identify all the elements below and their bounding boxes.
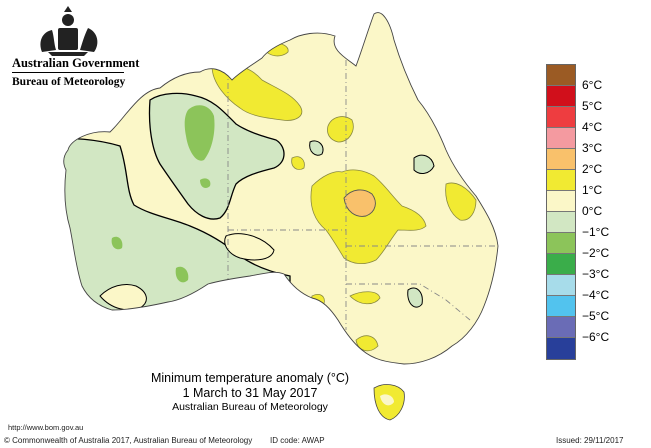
legend-label: 5°C bbox=[582, 99, 603, 113]
footer-issued: Issued: 29/11/2017 bbox=[556, 436, 624, 445]
legend-label: 2°C bbox=[582, 162, 603, 176]
legend-label: 3°C bbox=[582, 141, 603, 155]
legend-label: −3°C bbox=[582, 267, 610, 281]
legend-label: −2°C bbox=[582, 246, 610, 260]
legend-swatch bbox=[547, 149, 575, 170]
legend-label: 4°C bbox=[582, 120, 603, 134]
footer-id-code: ID code: AWAP bbox=[270, 436, 325, 445]
legend-swatch bbox=[547, 191, 575, 212]
footer-copyright: © Commonwealth of Australia 2017, Austra… bbox=[4, 436, 253, 445]
legend-swatch bbox=[547, 233, 575, 254]
bureau-name: Bureau of Meteorology bbox=[12, 76, 126, 88]
legend-swatch bbox=[547, 254, 575, 275]
legend-label: −4°C bbox=[582, 288, 610, 302]
agency-name: Australian Government bbox=[12, 56, 140, 70]
map-title-line2: 1 March to 31 May 2017 bbox=[182, 386, 318, 400]
legend-swatch bbox=[547, 86, 575, 107]
footer-url: http://www.bom.gov.au bbox=[8, 423, 84, 432]
color-legend bbox=[546, 64, 576, 360]
legend-swatch bbox=[547, 170, 575, 191]
legend-swatch bbox=[547, 65, 575, 86]
legend-swatch bbox=[547, 317, 575, 338]
agency-divider bbox=[12, 72, 124, 73]
legend-swatch bbox=[547, 296, 575, 317]
legend-swatch bbox=[547, 107, 575, 128]
legend-label: 1°C bbox=[582, 183, 603, 197]
legend-label: −6°C bbox=[582, 330, 610, 344]
map-title-line1: Minimum temperature anomaly (°C) bbox=[150, 371, 350, 385]
coat-of-arms-logo bbox=[40, 6, 98, 56]
legend-label: 6°C bbox=[582, 78, 603, 92]
legend-swatch bbox=[547, 128, 575, 149]
legend-label: −1°C bbox=[582, 225, 610, 239]
map-title-line3: Australian Bureau of Meteorology bbox=[172, 401, 328, 413]
legend-label: −5°C bbox=[582, 309, 610, 323]
legend-swatch bbox=[547, 212, 575, 233]
legend-label: 0°C bbox=[582, 204, 603, 218]
legend-swatch bbox=[547, 275, 575, 296]
legend-swatch bbox=[547, 338, 575, 359]
